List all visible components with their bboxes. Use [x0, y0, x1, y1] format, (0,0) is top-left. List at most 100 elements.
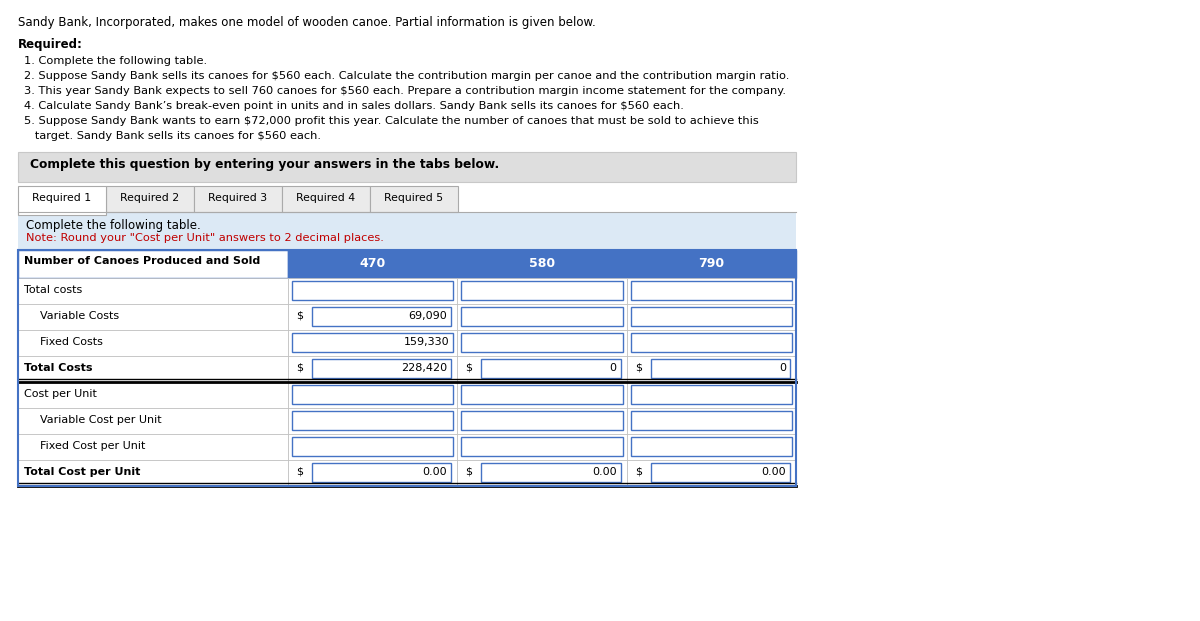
Bar [626, 382, 796, 408]
Bar [292, 333, 454, 352]
Bar [631, 281, 792, 300]
Bar [481, 359, 620, 378]
Bar [457, 330, 626, 356]
Text: $: $ [466, 363, 473, 373]
Bar [18, 250, 288, 278]
Bar [18, 186, 106, 215]
Bar [461, 385, 623, 404]
Bar [457, 382, 626, 408]
Bar [312, 463, 451, 482]
Text: 5. Suppose Sandy Bank wants to earn $72,000 profit this year. Calculate the numb: 5. Suppose Sandy Bank wants to earn $72,… [24, 116, 758, 126]
Bar [626, 460, 796, 486]
Bar [18, 434, 288, 460]
Text: 1. Complete the following table.: 1. Complete the following table. [24, 56, 208, 66]
Text: 228,420: 228,420 [401, 363, 448, 373]
Bar [18, 330, 288, 356]
Text: Complete the following table.: Complete the following table. [26, 219, 200, 232]
Bar [650, 359, 790, 378]
Bar [18, 278, 288, 304]
Bar [457, 250, 626, 278]
Text: Fixed Costs: Fixed Costs [40, 337, 103, 347]
Text: Required 3: Required 3 [209, 193, 268, 203]
Text: 0.00: 0.00 [761, 467, 786, 477]
Bar [457, 460, 626, 486]
Bar [312, 307, 451, 326]
Bar [461, 437, 623, 456]
Bar [312, 359, 451, 378]
Bar [626, 250, 796, 278]
Text: Total costs: Total costs [24, 285, 83, 295]
Bar [631, 333, 792, 352]
Bar [631, 307, 792, 326]
Text: $: $ [466, 467, 473, 477]
Text: 159,330: 159,330 [403, 337, 449, 347]
Bar [626, 278, 796, 304]
Text: 4. Calculate Sandy Bank’s break-even point in units and in sales dollars. Sandy : 4. Calculate Sandy Bank’s break-even poi… [24, 101, 684, 111]
Bar [461, 281, 623, 300]
Text: Number of Canoes Produced and Sold: Number of Canoes Produced and Sold [24, 256, 260, 266]
Bar [282, 186, 370, 212]
Bar [650, 463, 790, 482]
Bar [288, 434, 457, 460]
Bar [626, 434, 796, 460]
Bar [457, 304, 626, 330]
Text: Required 1: Required 1 [32, 193, 91, 203]
Text: $: $ [296, 311, 302, 321]
Bar [461, 333, 623, 352]
Bar [461, 307, 623, 326]
Text: Complete this question by entering your answers in the tabs below.: Complete this question by entering your … [30, 158, 499, 171]
Text: 0: 0 [779, 363, 786, 373]
Bar [18, 408, 288, 434]
Text: Variable Costs: Variable Costs [40, 311, 119, 321]
Bar [288, 330, 457, 356]
Text: Sandy Bank, Incorporated, makes one model of wooden canoe. Partial information i: Sandy Bank, Incorporated, makes one mode… [18, 16, 595, 29]
Text: Required 2: Required 2 [120, 193, 180, 203]
Bar [18, 212, 796, 250]
Text: Required 5: Required 5 [384, 193, 444, 203]
Bar [457, 278, 626, 304]
Bar [626, 356, 796, 382]
Text: 470: 470 [360, 257, 385, 270]
Bar [288, 408, 457, 434]
Bar [631, 437, 792, 456]
Text: 0.00: 0.00 [422, 467, 448, 477]
Text: 0: 0 [610, 363, 617, 373]
Bar [18, 460, 288, 486]
Text: 0.00: 0.00 [592, 467, 617, 477]
Text: 580: 580 [529, 257, 556, 270]
Text: Required 4: Required 4 [296, 193, 355, 203]
Text: $: $ [635, 363, 642, 373]
Text: 790: 790 [698, 257, 725, 270]
Bar [288, 460, 457, 486]
Text: Fixed Cost per Unit: Fixed Cost per Unit [40, 441, 145, 451]
Bar [18, 250, 796, 486]
Text: 3. This year Sandy Bank expects to sell 760 canoes for $560 each. Prepare a cont: 3. This year Sandy Bank expects to sell … [24, 86, 786, 96]
Bar [106, 186, 194, 212]
Text: $: $ [635, 467, 642, 477]
Bar [18, 304, 288, 330]
Bar [288, 356, 457, 382]
Bar [481, 463, 620, 482]
Text: 2. Suppose Sandy Bank sells its canoes for $560 each. Calculate the contribution: 2. Suppose Sandy Bank sells its canoes f… [24, 71, 790, 81]
Bar [626, 304, 796, 330]
Bar [292, 437, 454, 456]
Bar [370, 186, 458, 212]
Bar [288, 250, 457, 278]
Bar [292, 281, 454, 300]
Bar [18, 356, 288, 382]
Bar [626, 408, 796, 434]
Text: $: $ [296, 467, 302, 477]
Text: Total Costs: Total Costs [24, 363, 92, 373]
Text: Variable Cost per Unit: Variable Cost per Unit [40, 415, 162, 425]
Text: Note: Round your "Cost per Unit" answers to 2 decimal places.: Note: Round your "Cost per Unit" answers… [26, 233, 384, 243]
Bar [631, 385, 792, 404]
Text: target. Sandy Bank sells its canoes for $560 each.: target. Sandy Bank sells its canoes for … [24, 131, 322, 141]
Bar [626, 330, 796, 356]
Bar [457, 408, 626, 434]
Bar [288, 382, 457, 408]
Bar [457, 434, 626, 460]
Bar [292, 411, 454, 430]
Bar [457, 356, 626, 382]
Text: Total Cost per Unit: Total Cost per Unit [24, 467, 140, 477]
Text: $: $ [296, 363, 302, 373]
